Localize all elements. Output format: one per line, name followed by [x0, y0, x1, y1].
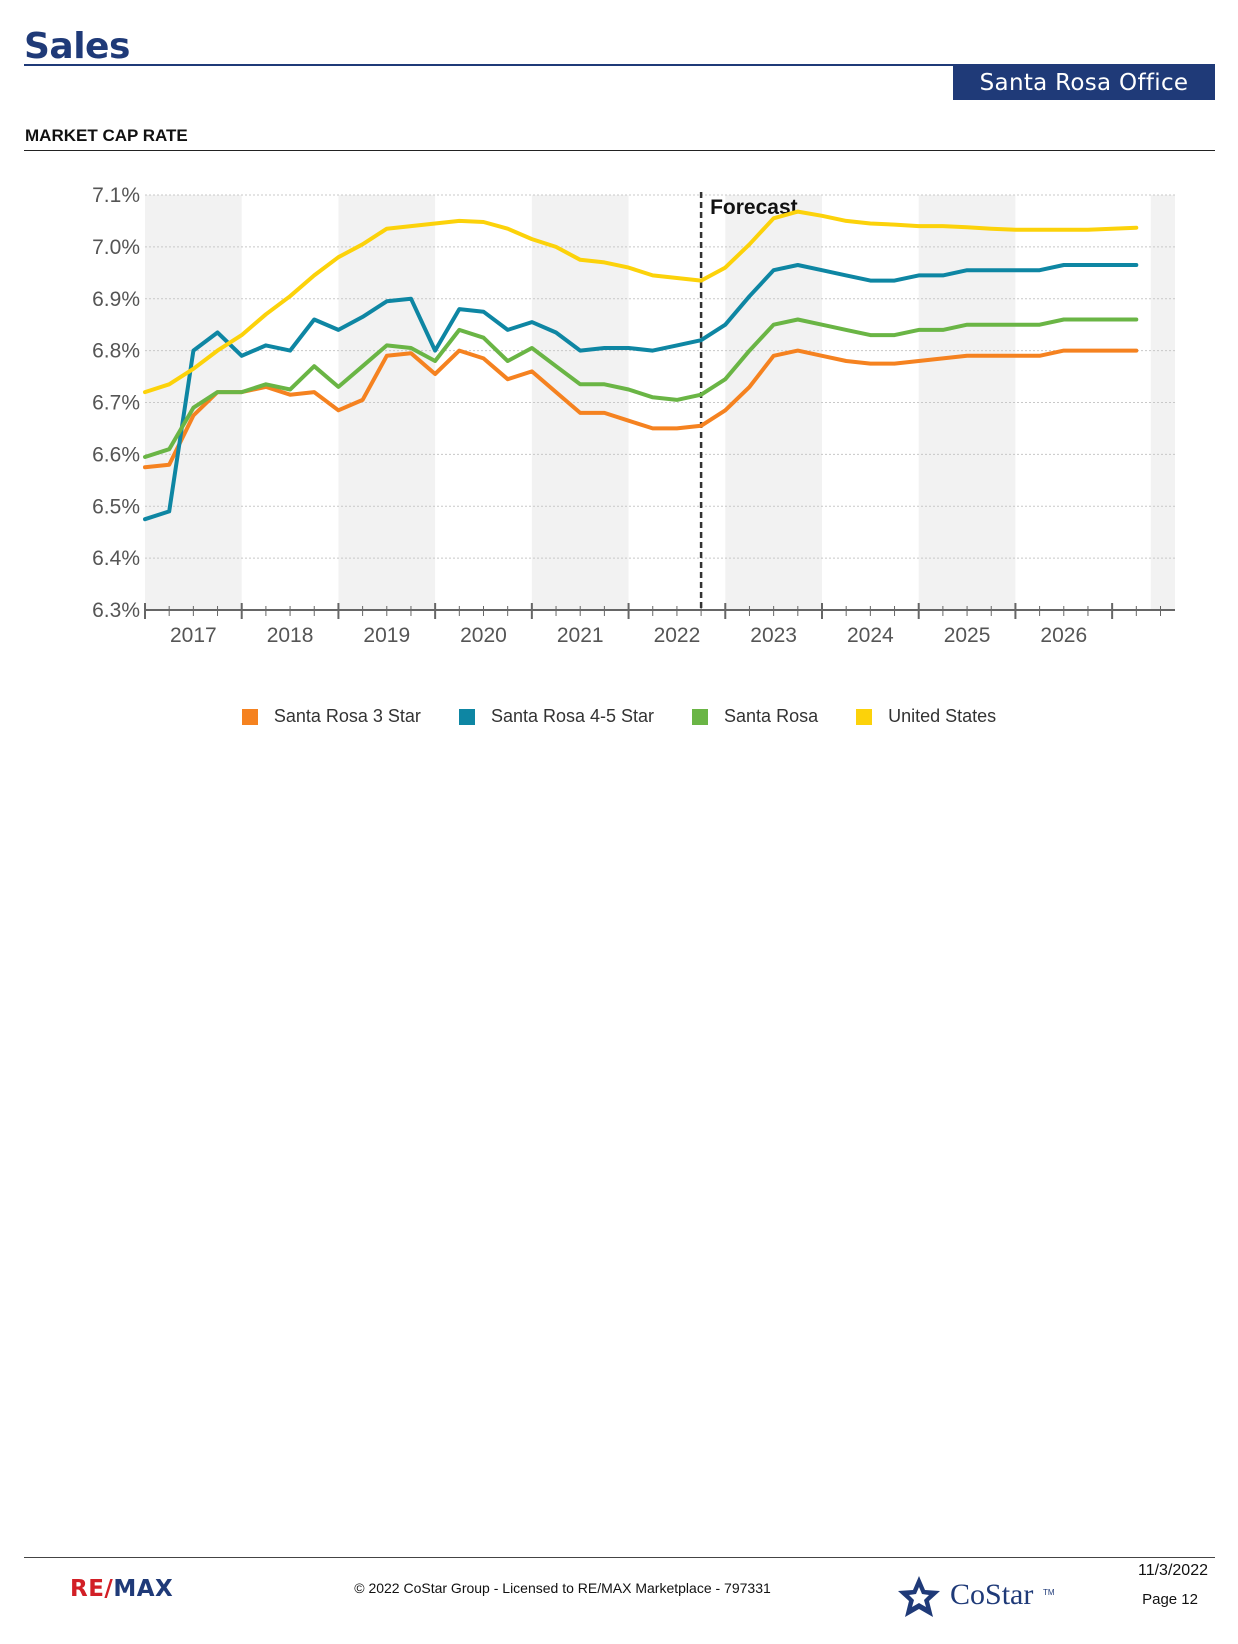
- legend-label: United States: [888, 706, 997, 726]
- x-tick-label: 2025: [944, 624, 991, 647]
- legend-swatch: [241, 708, 258, 725]
- x-tick-label: 2022: [654, 624, 701, 647]
- y-tick-label: 6.3%: [92, 599, 140, 622]
- legend-swatch: [856, 708, 873, 725]
- copyright-text: © 2022 CoStar Group - Licensed to RE/MAX…: [354, 1580, 771, 1596]
- chart-legend: Santa Rosa 3 Star Santa Rosa 4-5 Star Sa…: [0, 706, 1238, 727]
- remax-logo-part1: RE/: [70, 1576, 114, 1602]
- page-title: Sales: [24, 26, 130, 67]
- header-divider: [24, 64, 1215, 66]
- series-line-santa-rosa: [143, 317, 1139, 459]
- series-line-santa-rosa-4-5-star: [143, 263, 1139, 522]
- y-tick-label: 6.4%: [92, 547, 140, 570]
- legend-item-3-star: Santa Rosa 3 Star: [241, 706, 421, 727]
- x-tick-label: 2018: [267, 624, 314, 647]
- costar-logo-text: CoStar: [950, 1578, 1034, 1611]
- x-tick-label: 2024: [847, 624, 894, 647]
- legend-item-4-5-star: Santa Rosa 4-5 Star: [458, 706, 655, 727]
- legend-swatch: [692, 708, 709, 725]
- x-tick-label: 2020: [460, 624, 507, 647]
- location-badge: Santa Rosa Office: [953, 65, 1215, 100]
- remax-logo-part2: MAX: [113, 1576, 174, 1602]
- y-tick-label: 7.0%: [92, 236, 140, 259]
- x-tick-label: 2023: [750, 624, 797, 647]
- footer-date: 11/3/2022: [1138, 1562, 1208, 1579]
- legend-label: Santa Rosa: [724, 706, 819, 726]
- page-number: Page 12: [1142, 1591, 1198, 1608]
- y-tick-label: 6.5%: [92, 495, 140, 518]
- y-tick-label: 7.1%: [92, 184, 140, 207]
- section-divider: [24, 150, 1215, 151]
- x-tick-label: 2017: [170, 624, 217, 647]
- y-tick-label: 6.9%: [92, 288, 140, 311]
- remax-logo: RE/MAX: [70, 1576, 173, 1602]
- costar-star-icon: [898, 1576, 940, 1617]
- legend-item-united-states: United States: [856, 706, 996, 727]
- y-tick-label: 6.7%: [92, 392, 140, 415]
- series-line-united-states: [143, 209, 1139, 395]
- cap-rate-chart: 6.3% 6.4% 6.5% 6.6% 6.7% 6.8% 6.9% 7.0% 7.1% 2017…: [92, 184, 1175, 647]
- x-tick-label: 2026: [1040, 624, 1087, 647]
- y-tick-label: 6.6%: [92, 443, 140, 466]
- costar-trademark: TM: [1043, 1588, 1055, 1597]
- legend-label: Santa Rosa 3 Star: [273, 706, 421, 726]
- forecast-label: Forecast: [710, 196, 798, 219]
- x-tick-label: 2021: [557, 624, 604, 647]
- footer-divider: [24, 1557, 1215, 1558]
- legend-swatch: [458, 708, 475, 725]
- legend-label: Santa Rosa 4-5 Star: [490, 706, 655, 726]
- legend-item-santa-rosa: Santa Rosa: [692, 706, 818, 727]
- section-title: MARKET CAP RATE: [25, 126, 188, 145]
- x-tick-label: 2019: [363, 624, 410, 647]
- series-line-santa-rosa-3-star: [143, 348, 1139, 470]
- y-tick-label: 6.8%: [92, 340, 140, 363]
